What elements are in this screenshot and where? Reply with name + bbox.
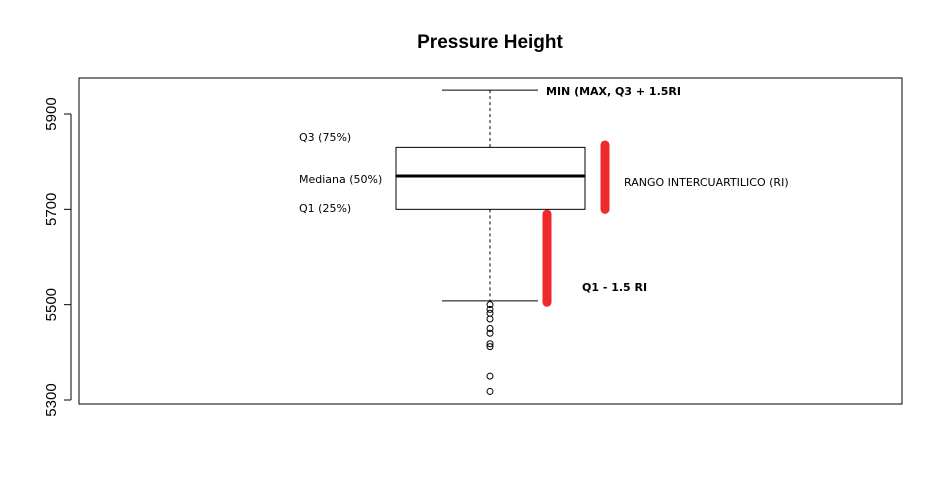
iqr-annotation: RANGO INTERCUARTILICO (RI) [624,176,789,189]
plot-frame [78,77,903,405]
y-tick-label: 5500 [43,288,60,321]
outlier-point [486,309,494,317]
outlier-point [486,305,494,313]
y-tick-label: 5900 [43,97,60,130]
outlier-point [486,372,494,380]
highlight-bars [542,140,610,307]
outlier-point [486,329,494,337]
outlier-point [486,315,494,323]
outlier-point [486,387,494,395]
q3-annotation: Q3 (75%) [299,131,351,144]
outlier-point [486,343,494,351]
max-whisker-annotation: MIN (MAX, Q3 + 1.5RI [546,85,681,98]
y-axis-ticks: 5300 5500 5700 5900 [43,97,71,417]
outlier-point [486,340,494,348]
lower-fence-annotation: Q1 - 1.5 RI [582,281,647,294]
chart-title: Pressure Height [417,32,563,53]
y-tick-label: 5700 [43,193,60,226]
outlier-point [486,325,494,332]
q1-annotation: Q1 (25%) [299,202,351,215]
outlier-point [486,301,494,309]
y-tick-label: 5300 [43,383,60,416]
median-annotation: Mediana (50%) [299,173,382,186]
iqr-box [395,146,586,210]
outlier-points [486,301,494,395]
